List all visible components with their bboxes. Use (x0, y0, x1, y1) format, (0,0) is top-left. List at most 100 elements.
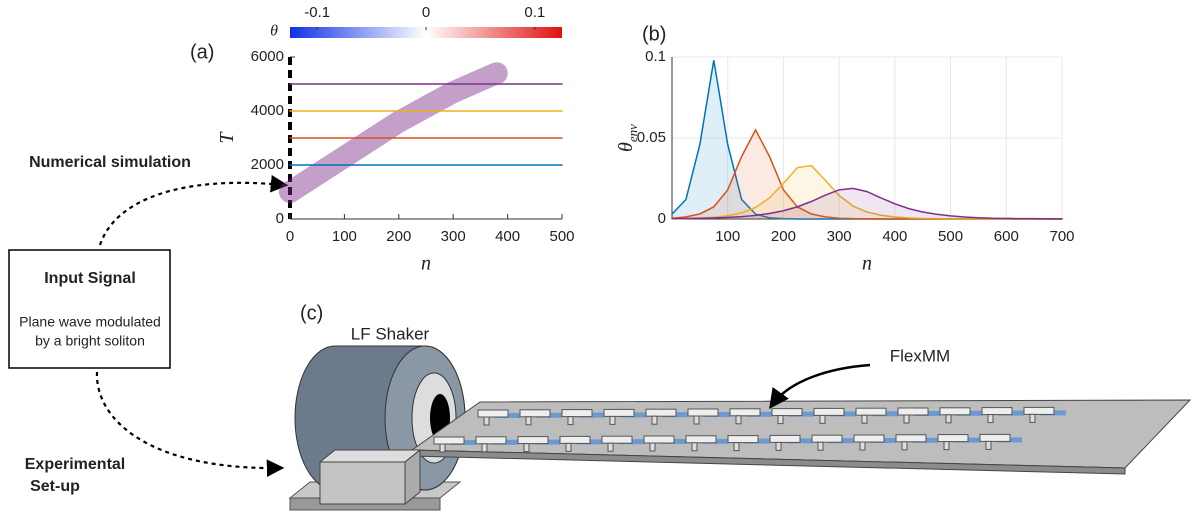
unit (525, 416, 532, 426)
unit (733, 442, 740, 452)
label: Set-up (30, 478, 80, 495)
unit (1023, 406, 1055, 415)
x-tick-label: 100 (715, 228, 740, 245)
colorbar-tick-label: -0.1 (304, 4, 330, 21)
unit (777, 415, 784, 425)
unit (483, 416, 490, 426)
unit (481, 443, 488, 453)
unit (735, 415, 742, 425)
x-tick-label: 600 (994, 228, 1019, 245)
unit (895, 434, 927, 443)
y-axis-label: θ (615, 142, 637, 152)
lattice (433, 406, 1066, 453)
y-tick-label: 0.05 (637, 129, 666, 146)
line (671, 164, 1063, 220)
unit (603, 408, 635, 417)
unit (643, 435, 675, 444)
unit (687, 408, 719, 417)
band (279, 62, 508, 203)
unit (685, 435, 717, 444)
unit (811, 434, 843, 443)
unit (861, 414, 868, 424)
unit (559, 435, 591, 444)
unit (609, 415, 616, 425)
x-tick-label: 500 (549, 228, 574, 245)
unit (727, 435, 759, 444)
arrow (769, 363, 871, 410)
y-axis-label: T (216, 131, 238, 144)
y-tick-label: 2000 (251, 156, 284, 173)
area (672, 129, 1062, 219)
y-axis-label-sub: env (625, 124, 640, 142)
x-tick-label: 100 (332, 228, 357, 245)
unit (943, 441, 950, 451)
x-tick-label: 0 (286, 228, 294, 245)
unit (817, 441, 824, 451)
panel-label: (c) (300, 302, 323, 324)
arrow (98, 174, 289, 246)
y-tick-label: 0.1 (645, 48, 666, 65)
label: Experimental (25, 456, 125, 473)
y-tick-label: 0 (276, 210, 284, 227)
x-tick-label: 700 (1049, 228, 1074, 245)
unit (979, 433, 1011, 442)
unit (985, 440, 992, 450)
unit (945, 414, 952, 424)
unit (645, 408, 677, 417)
label: LF Shaker (351, 324, 430, 343)
unit (853, 434, 885, 443)
unit (855, 407, 887, 416)
label: Input Signal (44, 270, 136, 287)
y-tick-label: 6000 (251, 48, 284, 65)
unit (819, 414, 826, 424)
x-tick-label: 300 (827, 228, 852, 245)
input-box (8, 249, 171, 369)
x-tick-label: 400 (882, 228, 907, 245)
unit (523, 443, 530, 453)
diagram (8, 57, 1192, 511)
unit (601, 435, 633, 444)
colorbar-tick-label: 0 (422, 4, 430, 21)
colorbar (290, 27, 562, 38)
unit (1029, 413, 1036, 423)
y-axis-label: T (216, 131, 238, 144)
unit (649, 442, 656, 452)
block (404, 448, 421, 506)
x-tick-label: 200 (386, 228, 411, 245)
unit (651, 415, 658, 425)
unit (693, 415, 700, 425)
area (672, 188, 1062, 219)
panel-label: (b) (642, 23, 666, 45)
unit (607, 442, 614, 452)
block (318, 449, 422, 463)
unit (439, 443, 446, 453)
line (671, 187, 1063, 220)
area (672, 60, 1062, 219)
unit (981, 407, 1013, 416)
unit (903, 414, 910, 424)
unit (939, 407, 971, 416)
unit (771, 408, 803, 417)
unit (519, 409, 551, 418)
unit (987, 414, 994, 424)
colorbar-tick-label: 0.1 (524, 4, 545, 21)
unit (561, 409, 593, 418)
unit (937, 434, 969, 443)
unit (769, 434, 801, 443)
x-tick-label: 300 (441, 228, 466, 245)
unit (477, 409, 509, 418)
x-tick-label: 500 (938, 228, 963, 245)
block (319, 461, 406, 505)
unit (729, 408, 761, 417)
area (672, 165, 1062, 219)
unit (433, 436, 465, 445)
y-tick-label: 0 (658, 210, 666, 227)
unit (475, 436, 507, 445)
unit (859, 441, 866, 451)
unit (567, 416, 574, 426)
y-tick-label: 4000 (251, 102, 284, 119)
unit (813, 407, 845, 416)
unit (901, 441, 908, 451)
y-axis-label: θenv (615, 124, 641, 152)
